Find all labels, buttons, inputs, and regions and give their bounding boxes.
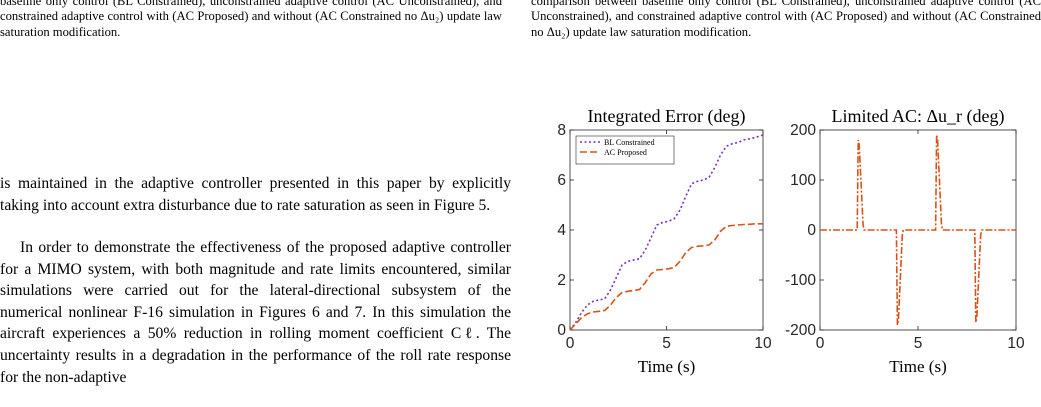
y-tick-label: 200 <box>790 122 816 139</box>
x-tick-label: 5 <box>914 335 923 352</box>
chart-title: Integrated Error (deg) <box>588 106 746 127</box>
y-tick-label: -100 <box>785 272 816 289</box>
figure-caption-right: comparison between baseline only control… <box>531 0 1041 39</box>
y-tick-label: -200 <box>785 322 816 339</box>
y-tick-label: 0 <box>557 322 566 339</box>
figure-caption-left: baseline only control (BL Constrained), … <box>0 0 502 39</box>
chart-integrated-error: Integrated Error (deg) 0 5 10 0 2 4 6 8 Time (s) B… <box>557 106 772 376</box>
x-axis-label: Time (s) <box>889 357 946 376</box>
legend-box <box>575 135 675 165</box>
series-line-1 <box>569 223 763 331</box>
chart-title: Limited AC: Δu_r (deg) <box>831 106 1004 127</box>
y-tick-label: 2 <box>557 272 566 289</box>
x-tick-label: 0 <box>816 335 825 352</box>
legend-label: BL Constrained <box>604 138 655 147</box>
x-tick-label: 10 <box>754 335 772 352</box>
body-paragraph-2: In order to demonstrate the effectivenes… <box>0 239 511 386</box>
series-line-0 <box>820 134 1016 326</box>
x-tick-label: 10 <box>1007 335 1025 352</box>
y-tick-label: 4 <box>557 222 566 239</box>
x-tick-label: 5 <box>662 335 671 352</box>
chart-limited-ac: Limited AC: Δu_r (deg) 0 5 10 -200 -100 0 100 20… <box>785 106 1025 376</box>
y-tick-label: 0 <box>807 222 816 239</box>
body-paragraph-1: is maintained in the adaptive controller… <box>0 175 511 214</box>
y-tick-label: 8 <box>557 122 566 139</box>
x-tick-label: 0 <box>566 335 575 352</box>
x-axis-label: Time (s) <box>638 357 695 376</box>
y-tick-label: 6 <box>557 172 566 189</box>
legend-label: AC Proposed <box>604 148 647 157</box>
y-tick-label: 100 <box>790 172 816 189</box>
series-line-0 <box>569 134 764 331</box>
